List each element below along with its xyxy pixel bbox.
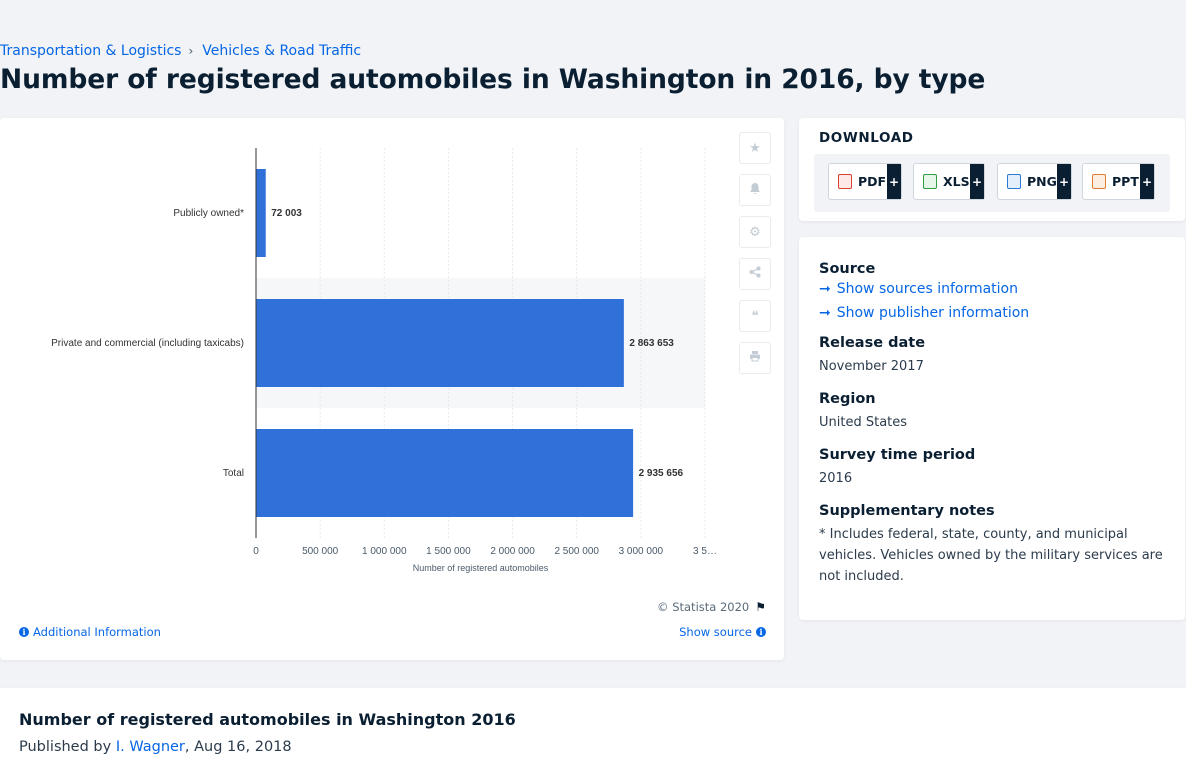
pdf-file-icon [838,174,852,189]
show-sources-label: Show sources information [836,281,1018,297]
plus-icon: + [887,164,901,199]
region-value: United States [819,415,908,430]
show-source-link[interactable]: Show source i [679,625,766,639]
download-title: DOWNLOAD [819,130,914,146]
info-icon: i [756,627,766,637]
publish-date: , Aug 16, 2018 [184,739,292,755]
download-buttons: PDF + XLS + PNG + PPT + [814,154,1170,212]
plus-icon: + [1057,164,1071,199]
info-card: Source ➞ Show sources information ➞ Show… [799,237,1185,620]
additional-info-link[interactable]: i Additional Information [19,625,161,639]
favorite-button[interactable]: ★ [739,132,771,164]
ppt-file-icon [1092,174,1106,189]
x-axis-label: Number of registered automobiles [413,563,549,573]
published-by-label: Published by [19,739,116,755]
arrow-right-icon: ➞ [819,281,831,297]
xls-label: XLS [943,174,970,189]
breadcrumb-transportation-logistics[interactable]: Transportation & Logistics [0,43,182,59]
info-icon: i [19,627,29,637]
period-value: 2016 [819,471,853,486]
gear-icon: ⚙ [749,224,761,240]
chart-toolbar: ★ ⚙ ❝ [739,132,771,384]
pdf-label: PDF [858,174,887,189]
published-by: Published by I. Wagner, Aug 16, 2018 [19,739,292,755]
print-icon [749,350,761,366]
flag-icon[interactable]: ⚑ [755,600,766,614]
show-publisher-link[interactable]: ➞ Show publisher information [819,301,1169,325]
author-link[interactable]: I. Wagner [115,739,185,755]
category-label: Total [223,468,244,479]
statistic-title: Number of registered automobiles in Wash… [19,710,516,729]
png-label: PNG [1027,174,1057,189]
statistic-description: Number of registered automobiles in Wash… [0,688,1186,760]
print-button[interactable] [739,342,771,374]
show-sources-link[interactable]: ➞ Show sources information [819,277,1169,301]
additional-info-label: Additional Information [33,625,161,639]
bar [256,169,266,257]
png-file-icon [1007,174,1021,189]
source-heading: Source [819,261,876,277]
settings-button[interactable]: ⚙ [739,216,771,248]
notification-button[interactable] [739,174,771,206]
category-label: Private and commercial (including taxica… [51,338,244,349]
data-label: 72 003 [271,208,302,219]
x-tick-label: 1 500 000 [426,546,471,557]
source-section: Source ➞ Show sources information ➞ Show… [819,261,1169,325]
x-tick-label: 2 500 000 [554,546,599,557]
data-label: 2 863 653 [629,338,674,349]
ppt-label: PPT [1112,174,1139,189]
release-section: Release date November 2017 [819,335,1169,377]
xls-file-icon [923,174,937,189]
chart-card: 0 500 000 1 000 000 1 500 000 2 000 000 2 500… [0,118,784,660]
period-section: Survey time period 2016 [819,447,1169,489]
download-png-button[interactable]: PNG + [997,163,1072,200]
download-card: DOWNLOAD PDF + XLS + PNG + PPT + [799,118,1185,221]
share-icon [749,266,761,282]
cite-button[interactable]: ❝ [739,300,771,332]
show-publisher-label: Show publisher information [836,305,1030,321]
x-tick-label: 0 [253,546,259,557]
notes-section: Supplementary notes * Includes federal, … [819,503,1169,587]
category-label: Publicly owned* [173,208,244,219]
arrow-right-icon: ➞ [819,305,831,321]
region-section: Region United States [819,391,1169,433]
show-source-label: Show source [679,625,752,639]
release-heading: Release date [819,335,926,351]
download-ppt-button[interactable]: PPT + [1082,163,1155,200]
star-icon: ★ [749,140,761,156]
data-label: 2 935 656 [639,468,684,479]
bar-chart: 0 500 000 1 000 000 1 500 000 2 000 000 2 500… [51,148,717,573]
period-heading: Survey time period [819,447,976,463]
quote-icon: ❝ [751,308,759,324]
bell-icon [749,182,761,199]
breadcrumb-vehicles-road-traffic[interactable]: Vehicles & Road Traffic [202,43,362,59]
download-pdf-button[interactable]: PDF + [828,163,902,200]
release-value: November 2017 [819,359,924,374]
share-button[interactable] [739,258,771,290]
plus-icon: + [970,164,984,199]
x-tick-label: 2 000 000 [490,546,535,557]
x-tick-label: 3 5… [693,546,717,557]
region-heading: Region [819,391,876,407]
bar [256,429,634,517]
x-tick-label: 1 000 000 [362,546,407,557]
breadcrumb-separator: › [188,44,194,58]
page-title: Number of registered automobiles in Wash… [0,64,986,95]
copyright-text: © Statista 2020 [657,600,750,614]
download-xls-button[interactable]: XLS + [913,163,985,200]
x-tick-label: 500 000 [302,546,339,557]
x-tick-label: 3 000 000 [619,546,664,557]
copyright: © Statista 2020 ⚑ [657,600,766,614]
plus-icon: + [1140,164,1154,199]
bar [256,299,624,387]
breadcrumb: Transportation & Logistics › Vehicles & … [0,43,361,59]
notes-heading: Supplementary notes [819,503,995,519]
notes-value: * Includes federal, state, county, and m… [819,527,1163,584]
